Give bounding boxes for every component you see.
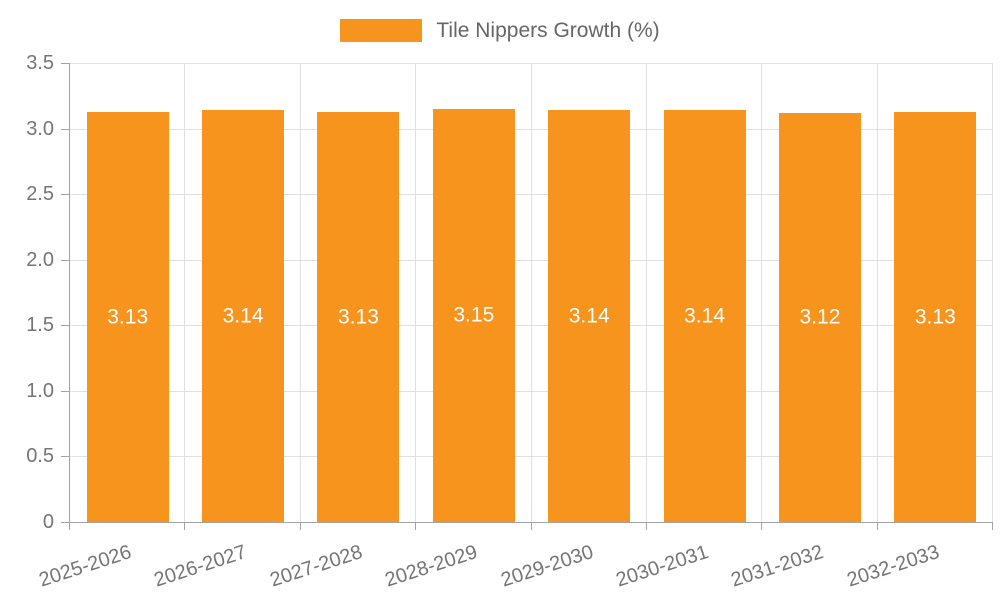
y-tick-label: 0 — [42, 511, 54, 533]
bar-value-label: 3.14 — [684, 304, 725, 328]
legend[interactable]: Tile Nippers Growth (%) — [0, 12, 1000, 48]
y-gridline — [70, 128, 993, 130]
bar[interactable]: 3.14 — [663, 110, 746, 522]
bar-value-label: 3.15 — [453, 303, 495, 327]
bar-value-label: 3.13 — [338, 305, 379, 329]
x-gridline — [761, 63, 763, 522]
bar[interactable]: 3.13 — [894, 111, 977, 522]
x-tick — [69, 522, 70, 530]
y-tick — [61, 63, 69, 64]
legend-swatch[interactable] — [340, 18, 423, 42]
x-tick — [761, 522, 763, 530]
x-tick — [299, 522, 301, 530]
y-tick — [61, 456, 69, 458]
y-gridline — [70, 63, 993, 64]
y-tick-label: 1.5 — [26, 314, 54, 337]
x-tick-label: 2030-2031 — [613, 541, 712, 592]
bar-value-label: 3.14 — [222, 304, 264, 328]
bar[interactable]: 3.13 — [317, 111, 400, 522]
y-tick-label: 2.5 — [26, 183, 54, 206]
legend-label[interactable]: Tile Nippers Growth (%) — [436, 18, 660, 42]
y-gridline — [70, 194, 993, 196]
y-gridline — [70, 259, 993, 261]
plot-area: 3.5 3.0 2.5 2.0 1.5 1.0 0.5 0 3.13 2025-2026 3.14 2… — [26, 53, 993, 592]
x-gridline — [645, 63, 647, 522]
x-tick — [184, 522, 186, 530]
x-tick-label: 2029-2030 — [497, 541, 596, 592]
bar-value-label: 3.14 — [568, 304, 610, 328]
x-gridline — [992, 63, 993, 522]
x-gridline — [530, 63, 532, 522]
x-tick-label: 2026-2027 — [151, 541, 250, 592]
x-tick-label: 2031-2032 — [728, 541, 827, 592]
x-tick-label: 2025-2026 — [36, 541, 135, 592]
x-tick — [415, 522, 417, 530]
x-gridline — [415, 63, 417, 522]
y-gridline — [70, 456, 993, 458]
y-axis-line — [69, 63, 70, 522]
x-gridline — [184, 63, 186, 522]
bar[interactable]: 3.12 — [778, 112, 861, 522]
y-tick-label: 3.5 — [26, 52, 54, 74]
y-gridline — [70, 325, 993, 327]
x-tick — [992, 522, 993, 530]
x-gridline — [299, 63, 301, 522]
y-tick — [61, 194, 69, 196]
bar-value-label: 3.13 — [914, 305, 956, 329]
x-tick-label: 2028-2029 — [382, 541, 481, 592]
y-tick — [61, 259, 69, 261]
y-tick-label: 2.0 — [26, 248, 54, 271]
y-tick-label: 1.0 — [26, 379, 54, 402]
x-gridline — [876, 63, 878, 522]
y-tick-label: 0.5 — [26, 445, 54, 468]
x-tick — [876, 522, 878, 530]
bar[interactable]: 3.13 — [86, 111, 169, 522]
y-tick — [61, 325, 69, 327]
y-tick — [61, 390, 69, 392]
bar-value-label: 3.13 — [107, 305, 149, 329]
bar-value-label: 3.12 — [799, 305, 841, 329]
y-gridline — [70, 390, 993, 392]
x-tick — [645, 522, 647, 530]
y-tick — [61, 128, 69, 130]
x-tick — [530, 522, 532, 530]
bar[interactable]: 3.14 — [202, 110, 285, 522]
x-tick-label: 2032-2033 — [844, 541, 942, 592]
bar[interactable]: 3.15 — [432, 108, 515, 522]
y-tick — [61, 522, 69, 523]
bar[interactable]: 3.14 — [548, 110, 631, 522]
x-tick-label: 2027-2028 — [267, 541, 365, 592]
y-tick-label: 3.0 — [26, 117, 54, 140]
